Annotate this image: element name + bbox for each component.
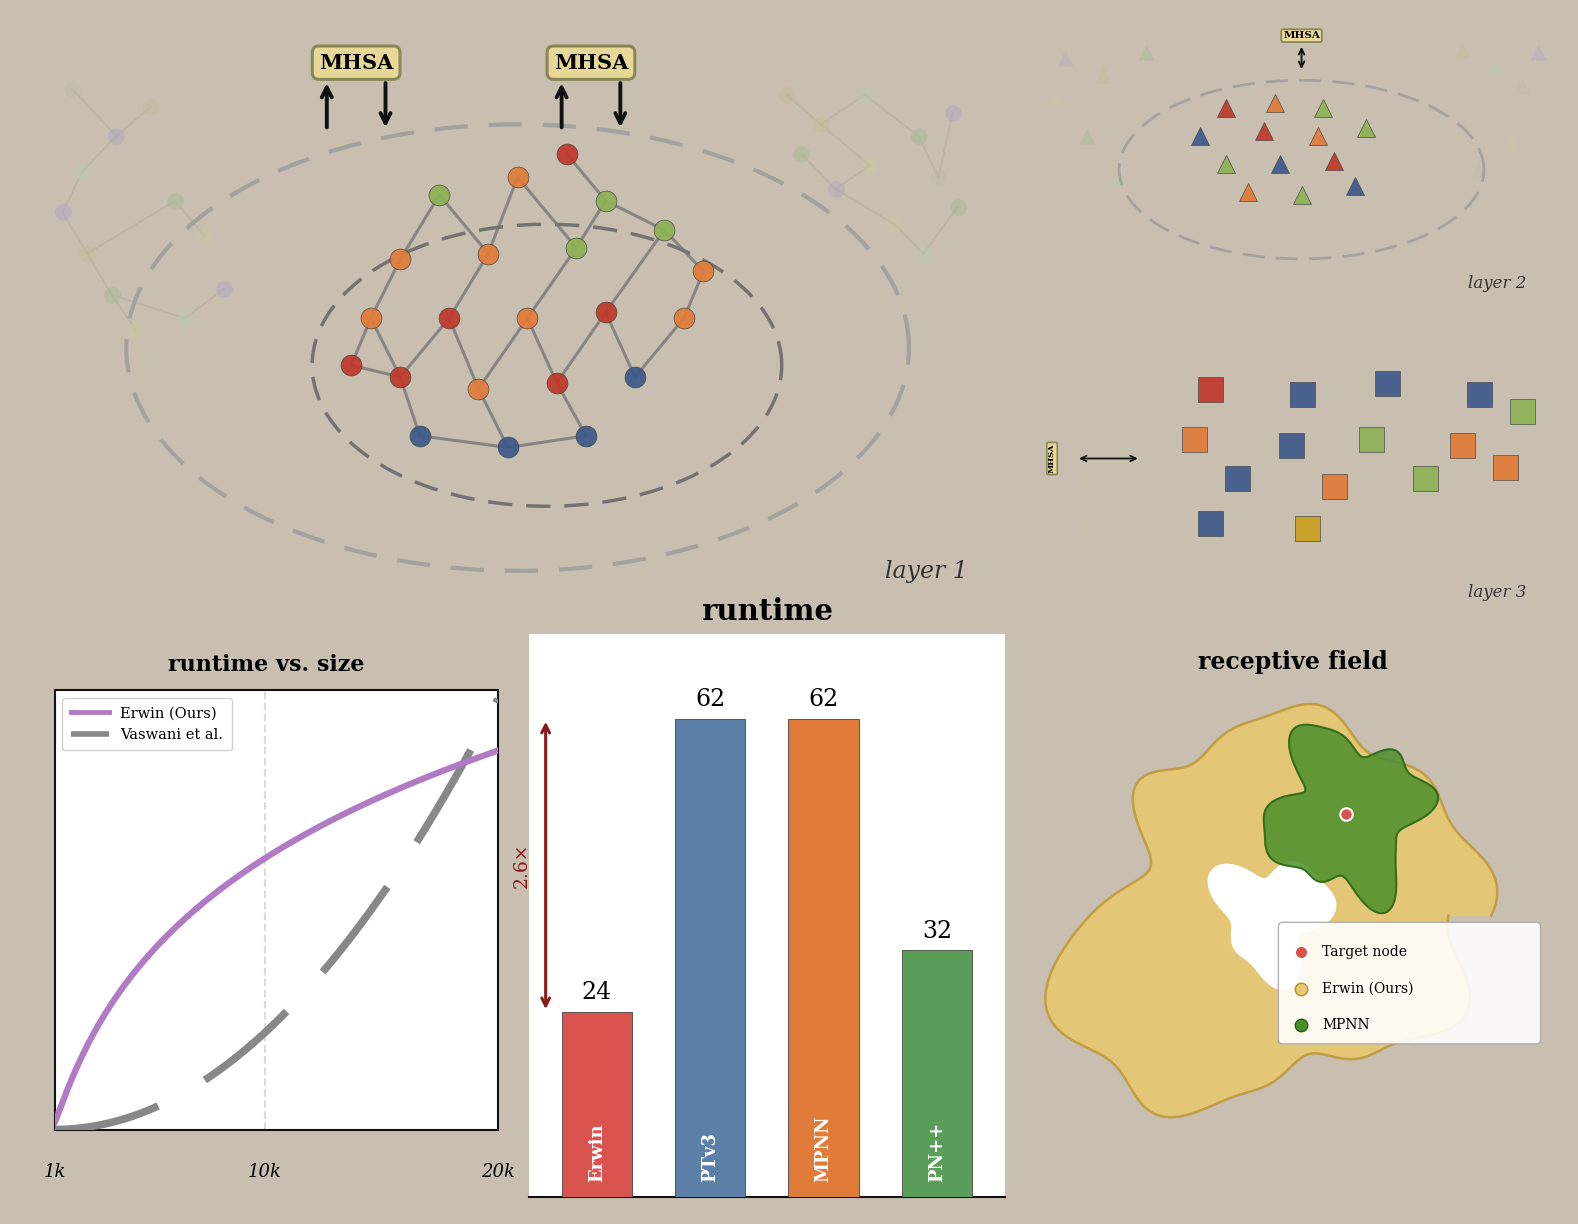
Text: MPNN: MPNN <box>1322 1018 1370 1032</box>
Text: 20k: 20k <box>481 1163 514 1181</box>
Text: MPNN: MPNN <box>814 1115 833 1181</box>
Text: 2.6×: 2.6× <box>513 842 530 889</box>
Text: Target node: Target node <box>1322 945 1408 960</box>
Bar <box>789 718 858 1197</box>
Text: PTv3: PTv3 <box>701 1132 720 1181</box>
Text: 10k: 10k <box>248 1163 281 1181</box>
Text: layer 2: layer 2 <box>1469 275 1528 293</box>
Text: MHSA: MHSA <box>1048 443 1056 474</box>
Text: Erwin (Ours): Erwin (Ours) <box>1322 982 1414 996</box>
Text: 62: 62 <box>694 688 726 711</box>
Text: 1k: 1k <box>44 1163 66 1181</box>
Text: 62: 62 <box>808 688 839 711</box>
Polygon shape <box>1209 862 1335 989</box>
Polygon shape <box>1045 704 1498 1118</box>
Text: layer 3: layer 3 <box>1469 584 1528 601</box>
Text: receptive field: receptive field <box>1198 650 1389 673</box>
Text: runtime vs. size: runtime vs. size <box>169 654 365 676</box>
Polygon shape <box>1264 725 1438 913</box>
Bar <box>562 1012 631 1197</box>
Text: 32: 32 <box>922 919 952 942</box>
Text: 24: 24 <box>582 982 612 1004</box>
Bar <box>675 718 745 1197</box>
Bar <box>903 950 972 1197</box>
Text: MHSA: MHSA <box>1283 31 1319 40</box>
Text: layer 1: layer 1 <box>885 559 967 583</box>
Title: runtime: runtime <box>701 597 833 627</box>
Text: MHSA: MHSA <box>554 53 628 72</box>
Text: PN++: PN++ <box>928 1121 947 1181</box>
Text: MHSA: MHSA <box>319 53 393 72</box>
FancyBboxPatch shape <box>1278 923 1540 1044</box>
Text: Erwin: Erwin <box>587 1124 606 1181</box>
